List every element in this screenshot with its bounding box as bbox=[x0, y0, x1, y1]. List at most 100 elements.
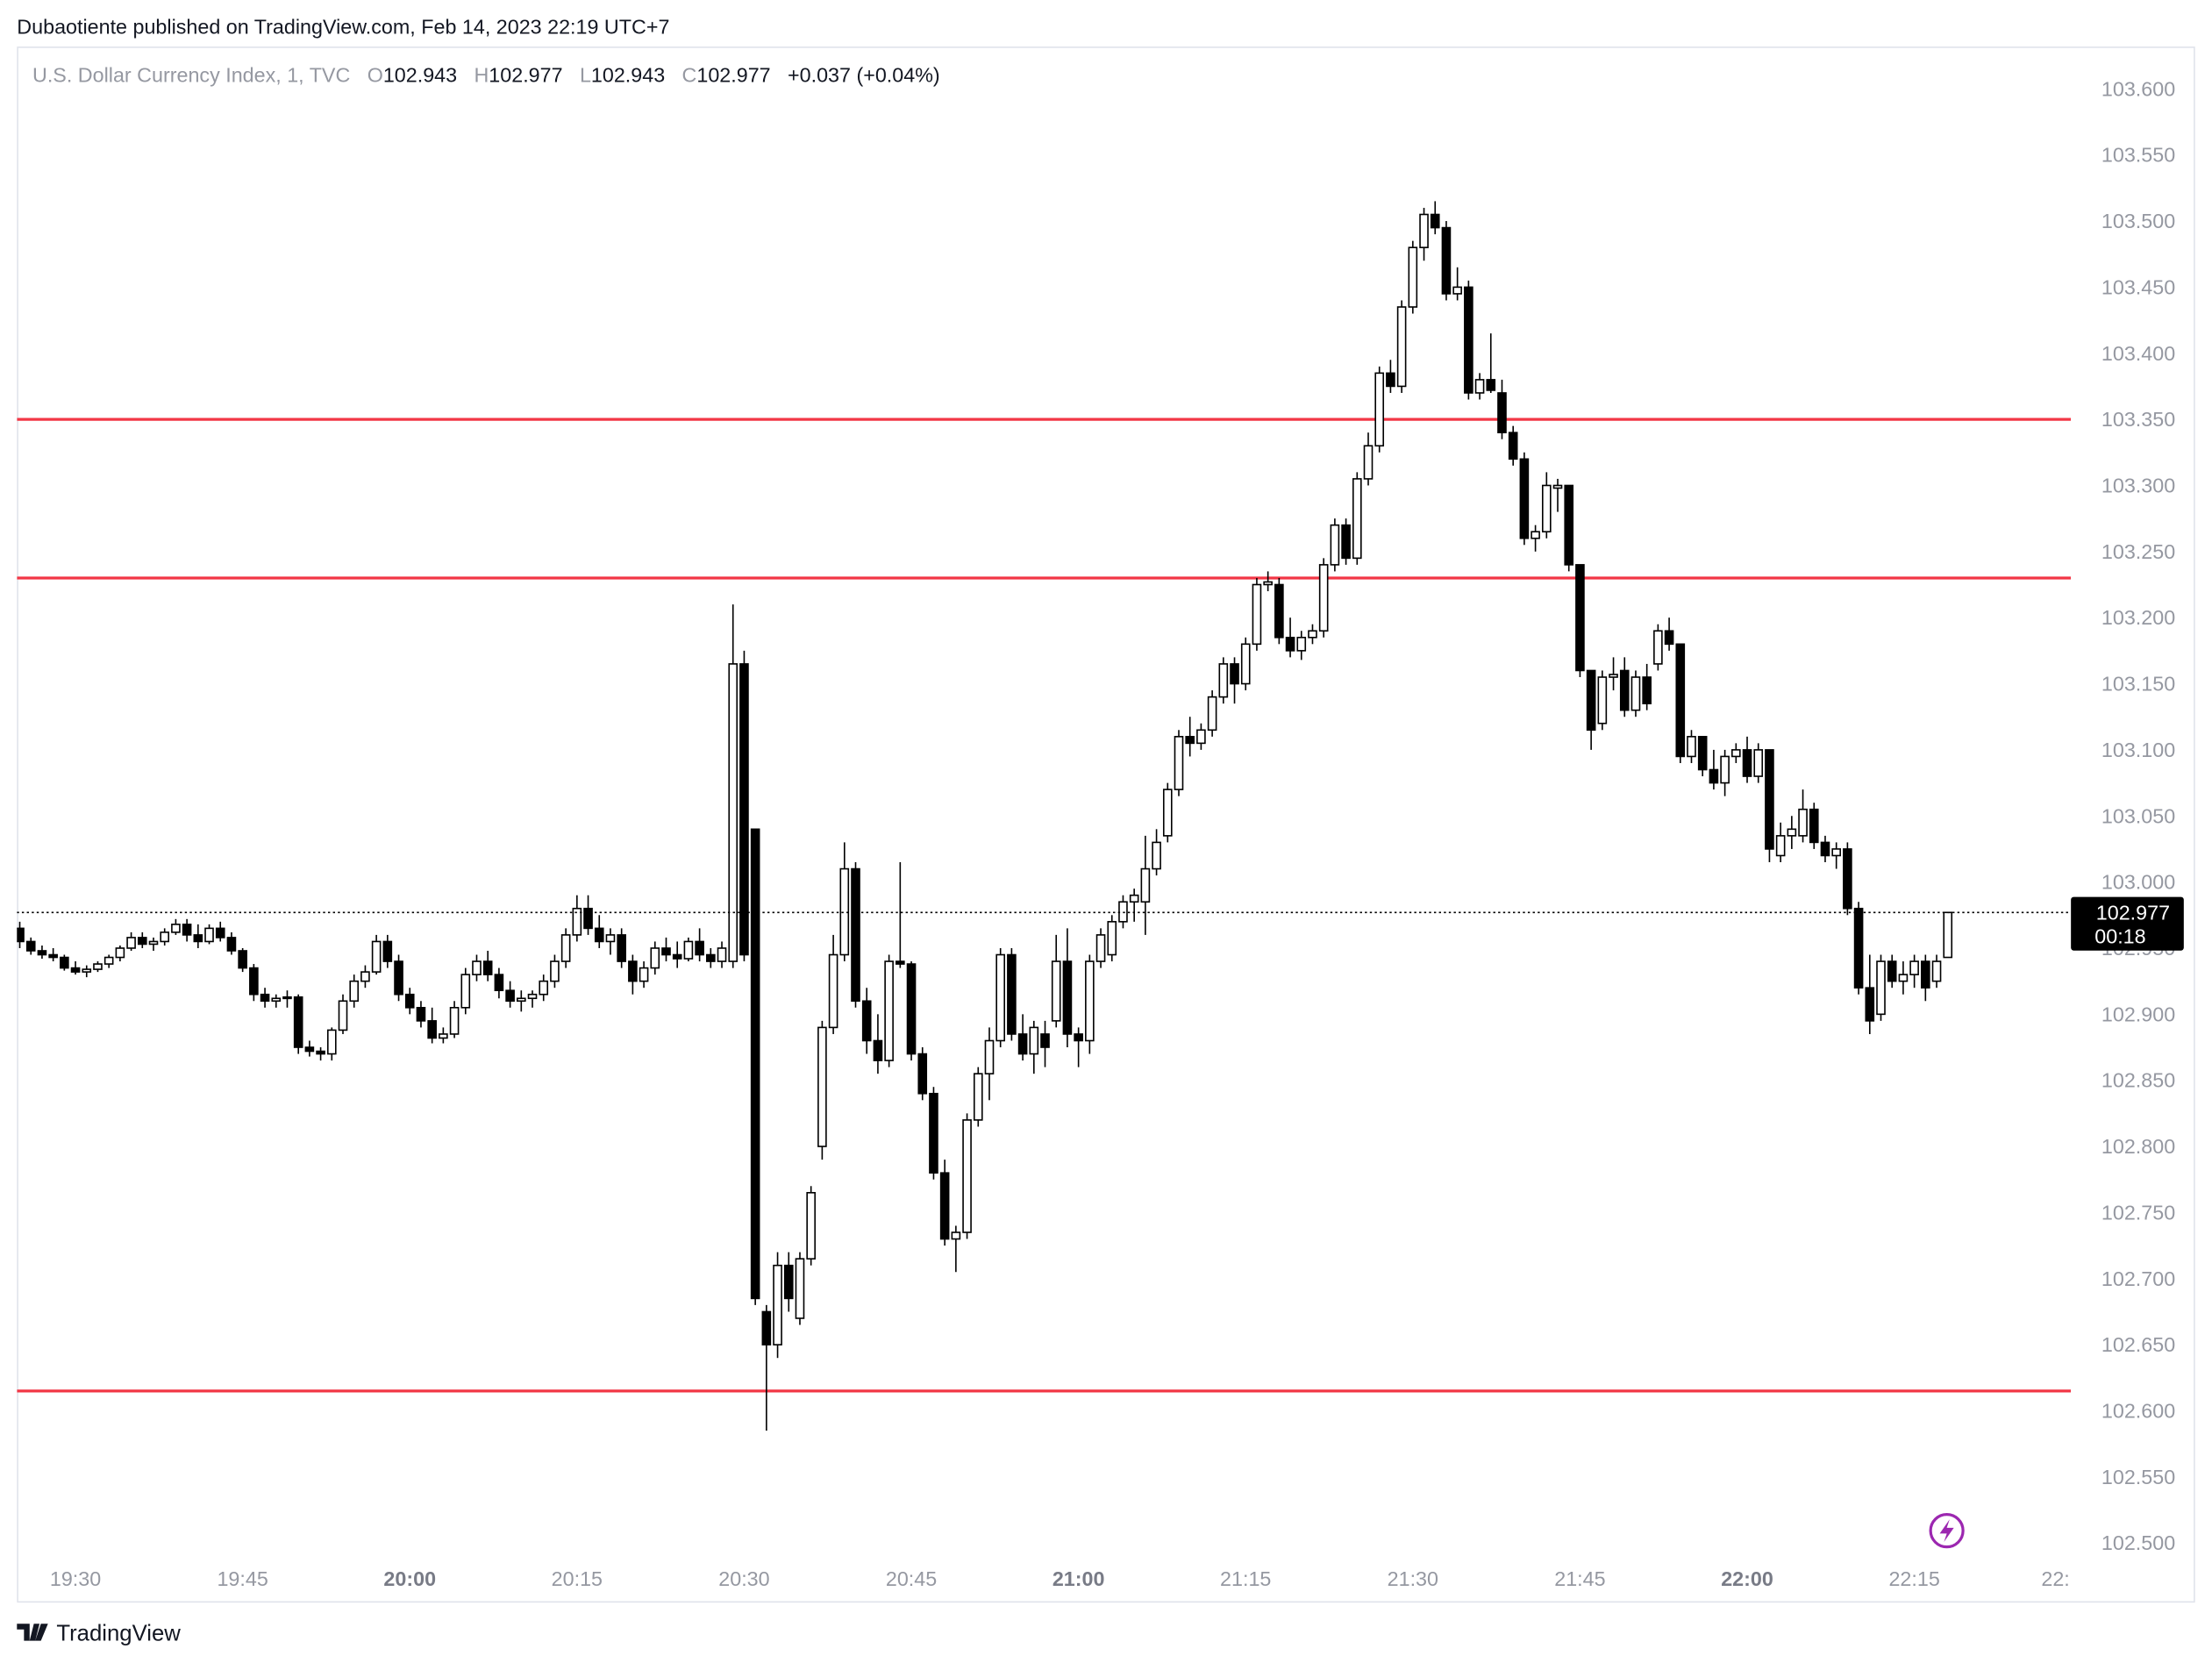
candle-body bbox=[1931, 960, 1942, 982]
candle-body bbox=[1820, 841, 1830, 857]
candle-body bbox=[1787, 828, 1797, 837]
candle-body bbox=[1552, 484, 1563, 489]
candle-body bbox=[550, 960, 560, 982]
x-tick-label: 21:15 bbox=[1220, 1567, 1271, 1590]
y-tick-label: 102.600 bbox=[2101, 1400, 2175, 1423]
candle-body bbox=[1943, 911, 1953, 959]
x-tick-label: 21:45 bbox=[1554, 1567, 1605, 1590]
axes: 102.500 102.550 102.600 102.650 102.700 102.7… bbox=[50, 77, 2184, 1590]
candle-body bbox=[1798, 808, 1808, 837]
x-tick-label: 19:45 bbox=[217, 1567, 268, 1590]
candle-body bbox=[1085, 960, 1095, 1042]
x-tick-label: 21:00 bbox=[1052, 1567, 1105, 1590]
candle-body bbox=[1586, 669, 1596, 732]
legend-change: +0.037 (+0.04%) bbox=[788, 63, 940, 86]
candle-body bbox=[326, 1029, 337, 1055]
candle-body bbox=[494, 974, 504, 992]
candle-body bbox=[1609, 674, 1618, 678]
candle-body bbox=[93, 963, 103, 970]
candle-body bbox=[1809, 808, 1819, 844]
candle-body bbox=[739, 663, 749, 956]
y-tick-label: 103.300 bbox=[2101, 475, 2175, 497]
candle-body bbox=[1252, 583, 1262, 646]
y-tick-label: 102.700 bbox=[2101, 1267, 2175, 1290]
candle-body bbox=[1140, 867, 1151, 903]
legend-o: O bbox=[367, 63, 383, 86]
candle-body bbox=[171, 924, 181, 933]
candle-body bbox=[539, 980, 549, 996]
candle-body bbox=[728, 663, 739, 962]
candle-body bbox=[1464, 286, 1473, 394]
candle-body bbox=[783, 1264, 794, 1300]
candle-body bbox=[773, 1264, 782, 1345]
y-tick-label: 102.500 bbox=[2101, 1531, 2175, 1554]
candle-body bbox=[1430, 213, 1440, 229]
candle-body bbox=[1575, 564, 1585, 672]
candle-body bbox=[1474, 379, 1485, 394]
candle-body bbox=[260, 993, 270, 1003]
candle-body bbox=[1697, 736, 1708, 771]
candle-body bbox=[672, 953, 682, 960]
x-tick-label: 22: bbox=[2041, 1567, 2069, 1590]
candle-body bbox=[226, 937, 237, 952]
candle-body bbox=[1775, 835, 1786, 857]
candle-body bbox=[316, 1050, 325, 1055]
candle-body bbox=[1542, 484, 1552, 533]
candle-body bbox=[215, 927, 225, 939]
x-tick-label: 20:00 bbox=[383, 1567, 436, 1590]
candle-body bbox=[661, 947, 671, 956]
price-badge-countdown: 00:18 bbox=[2094, 925, 2145, 948]
legend-c: C bbox=[682, 63, 697, 86]
candle-body bbox=[460, 974, 471, 1009]
candle-body bbox=[1731, 749, 1741, 758]
lightning-button[interactable] bbox=[1929, 1513, 1965, 1549]
candle-body bbox=[984, 1039, 995, 1074]
candle-body bbox=[683, 940, 694, 960]
candle-body bbox=[806, 1192, 816, 1260]
candle-body bbox=[1441, 226, 1452, 295]
candle-body bbox=[873, 1039, 883, 1061]
candle-body bbox=[126, 937, 136, 949]
y-tick-label: 103.100 bbox=[2101, 739, 2175, 761]
candle-body bbox=[1352, 478, 1362, 560]
x-tick-label: 20:45 bbox=[886, 1567, 937, 1590]
candle-body bbox=[1876, 960, 1886, 1016]
price-badge bbox=[2071, 896, 2184, 951]
candle-body bbox=[17, 927, 25, 943]
candle-body bbox=[861, 1000, 872, 1042]
candle-body bbox=[1753, 749, 1764, 777]
candle-body bbox=[1675, 643, 1686, 758]
candle-body bbox=[25, 940, 36, 952]
candle-body bbox=[1196, 729, 1206, 745]
candle-body bbox=[371, 940, 382, 973]
candle-body bbox=[1419, 213, 1429, 248]
candle-body bbox=[1709, 768, 1719, 784]
candle-body bbox=[427, 1020, 437, 1039]
candle-body bbox=[193, 934, 203, 943]
legend-h: H bbox=[474, 63, 489, 86]
y-tick-label: 102.850 bbox=[2101, 1069, 2175, 1092]
candle-body bbox=[795, 1258, 805, 1319]
candle-body bbox=[1296, 636, 1307, 652]
candle-body bbox=[560, 934, 571, 962]
x-tick-label: 20:30 bbox=[718, 1567, 769, 1590]
brand: TradingView bbox=[17, 1622, 181, 1646]
candle-body bbox=[60, 956, 69, 969]
candle-body bbox=[338, 1000, 348, 1031]
candle-body bbox=[1007, 953, 1017, 1035]
candle-body bbox=[750, 828, 760, 1300]
candle-body bbox=[1374, 372, 1385, 447]
candle-body bbox=[962, 1119, 972, 1233]
candle-body bbox=[527, 993, 538, 1000]
candle-body bbox=[404, 993, 415, 1009]
brand-logo bbox=[17, 1624, 48, 1641]
candle-body bbox=[293, 996, 303, 1048]
candle-body bbox=[1285, 636, 1295, 652]
candle-body bbox=[103, 956, 114, 965]
candle-body bbox=[304, 1046, 315, 1053]
candle-body bbox=[605, 934, 616, 943]
candle-body bbox=[1921, 960, 1930, 989]
candle-body bbox=[1152, 841, 1161, 870]
y-tick-label: 103.450 bbox=[2101, 275, 2175, 298]
